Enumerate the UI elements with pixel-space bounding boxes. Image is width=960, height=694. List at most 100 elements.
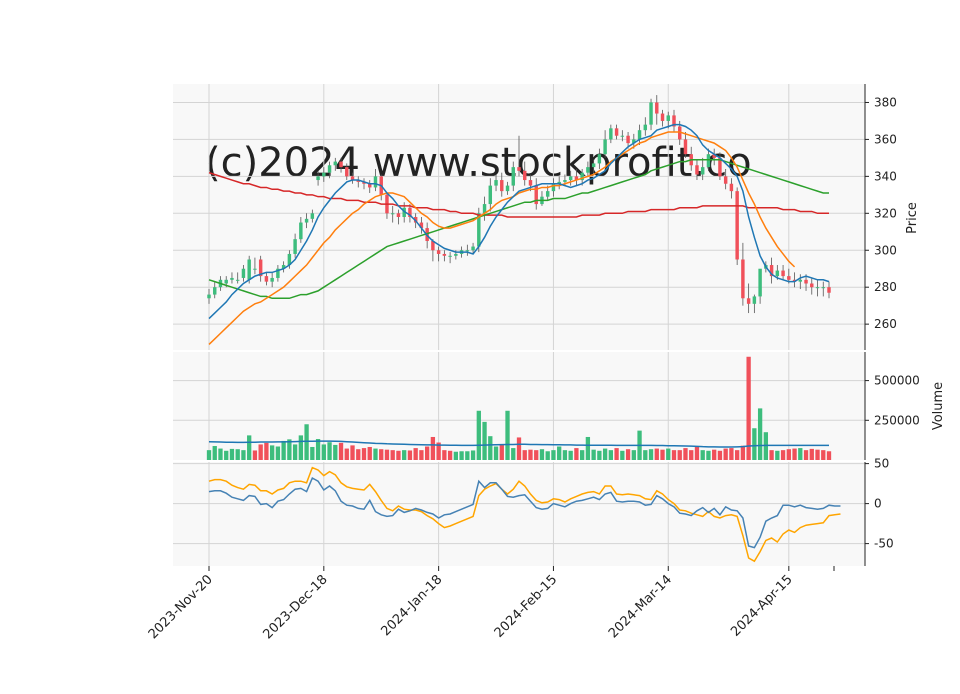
volume-bar [493,446,499,460]
volume-bar [275,446,281,460]
candle-body [281,265,286,269]
volume-bar [224,450,229,460]
candle-body [270,277,274,282]
y-tick-label: 340 [874,169,897,183]
volume-bar [264,442,269,460]
candle-body [419,222,424,229]
volume-bar [206,450,212,460]
candle-body [729,183,734,192]
oscillator-panel-background [173,462,865,566]
volume-bar [625,449,631,460]
candle-body [235,279,240,281]
candle-body [310,213,315,219]
candle-body [276,268,280,278]
candle-body [224,279,228,284]
volume-bar [269,445,275,460]
candle-body [505,185,510,192]
volume-bar [815,449,820,460]
candle-body [408,207,412,217]
volume-bar [384,449,390,460]
volume-bar [769,450,774,460]
candle-body [253,268,257,270]
candle-body [213,287,217,295]
ma-long-line [208,158,829,300]
volume-bar [505,410,510,460]
volume-bar [620,450,625,460]
volume-bar [579,450,585,460]
oscillator-fast-line [208,476,841,549]
candle-body [568,176,573,181]
volume-bar [585,436,591,460]
volume-bar [522,450,527,460]
volume-bar [361,448,367,460]
candle-body [390,213,395,215]
volume-bar [310,446,315,460]
volume-bar [470,450,476,460]
candle-body [471,246,475,251]
volume-bar [689,450,694,460]
candle-body [563,180,567,182]
volume-bar [247,435,252,460]
volume-bar [356,449,361,460]
y-tick-label: 320 [874,206,897,220]
candle-body [465,250,470,252]
volume-bar [792,448,797,460]
x-tick-label: 2024-Mar-14 [606,572,675,641]
x-tick-label: 2023-Nov-20 [146,572,216,642]
candle-body [488,185,493,205]
volume-bar [551,450,556,460]
volume-bar [402,450,407,460]
candle-body [700,167,705,175]
volume-bar [694,446,700,460]
volume-bar [602,448,608,460]
candle-body [683,139,688,155]
volume-bar [281,440,286,460]
volume-bar [786,449,791,460]
volume-bar [482,421,487,460]
candle-body [620,135,625,137]
candle-body [792,279,797,282]
y-tick-label: 260 [874,317,897,331]
ma-short-line [208,123,830,320]
candle-body [258,259,263,277]
candle-body [322,172,326,177]
x-tick-label: 2024-Feb-15 [492,572,561,641]
candle-body [574,176,579,181]
candle-body [781,270,785,277]
candle-body [735,191,739,260]
volume-bar [574,448,579,460]
volume-bar [419,450,424,460]
candle-body [695,165,699,175]
candle-body [293,239,297,254]
candle-body [454,253,458,256]
volume-bar [407,450,413,460]
y-tick-label: 500000 [874,374,920,388]
volume-bar [436,442,441,460]
candle-body [264,276,269,282]
volume-bar [798,448,803,460]
candle-body [723,176,728,184]
volume-bar [591,449,596,460]
volume-bar [562,450,568,460]
candle-body [551,183,556,192]
volume-bar [534,450,539,460]
x-tick-label: 2023-Dec-18 [261,572,331,642]
volume-bar [648,449,654,460]
candle-body [431,241,435,251]
volume-bar [396,450,401,460]
volume-bar [700,450,705,460]
y-tick-label: 250000 [874,413,920,427]
candle-body [752,296,757,304]
y-tick-label: 280 [874,280,897,294]
y-tick-label: 0 [874,497,882,511]
candle-body [557,181,561,184]
price-axis-label: Price [905,202,920,234]
volume-bar [252,450,258,460]
volume-bar [413,448,418,460]
volume-bar [706,450,711,460]
volume-bar [424,446,430,460]
candle-body [591,163,596,168]
candle-body [678,126,682,140]
candle-body [316,176,320,181]
volume-bar [327,442,332,460]
